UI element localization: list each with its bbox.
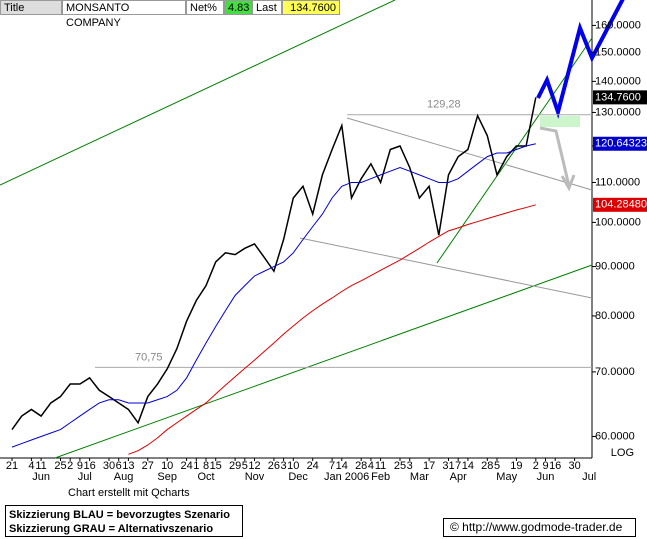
x-tick-label: 4 <box>28 460 34 472</box>
x-tick-label: 27 <box>142 460 154 472</box>
x-tick-label: 3 <box>407 460 413 472</box>
trend-line <box>54 264 593 459</box>
credit: Chart erstellt mit Qcharts <box>68 487 190 499</box>
trend-line <box>0 0 396 186</box>
gray-projection <box>539 126 571 187</box>
x-tick-label: 31 <box>442 460 454 472</box>
channel-line <box>299 237 593 299</box>
x-tick-label: 29 <box>229 460 241 472</box>
blue-projection <box>536 0 625 119</box>
x-tick-label: 12 <box>248 460 260 472</box>
x-tick-label: 16 <box>83 460 95 472</box>
last-value: 134.7600 <box>282 0 340 15</box>
legend-blue: Skizzierung BLAU = bevorzugtes Szenario <box>9 509 230 521</box>
level-label: 70,75 <box>135 351 163 363</box>
x-tick-label: 10 <box>161 460 173 472</box>
x-tick-label: 25 <box>394 460 406 472</box>
month-label: Jun <box>537 471 555 483</box>
y-tick-label: 70.0000 <box>595 366 635 378</box>
y-tick-label: 150.0000 <box>595 46 641 58</box>
y-tick-label: 60.0000 <box>595 430 635 442</box>
month-label: Mar <box>410 471 429 483</box>
x-tick-label: 26 <box>268 460 280 472</box>
month-label: Jul <box>582 471 596 483</box>
series-line <box>128 204 536 455</box>
x-tick-label: 5 <box>494 460 500 472</box>
x-tick-label: 2 <box>67 460 73 472</box>
x-tick-label: 14 <box>336 460 348 472</box>
series-line <box>11 143 536 448</box>
x-tick-label: 5 <box>242 460 248 472</box>
x-tick-label: 24 <box>180 460 192 472</box>
x-tick-label: 3 <box>281 460 287 472</box>
y-tick-label: 140.0000 <box>595 75 641 87</box>
x-tick-label: 6 <box>116 460 122 472</box>
x-tick-label: 30 <box>103 460 115 472</box>
x-tick-label: 13 <box>122 460 134 472</box>
last-value-box <box>593 197 647 212</box>
y-tick-label: 90.0000 <box>595 260 635 272</box>
x-tick-label: 30 <box>568 460 580 472</box>
month-label: Jul <box>78 471 92 483</box>
month-label: Jun <box>32 471 50 483</box>
month-label: Nov <box>245 471 265 483</box>
x-tick-label: 14 <box>462 460 474 472</box>
x-tick-label: 17 <box>423 460 435 472</box>
x-tick-label: 7 <box>455 460 461 472</box>
month-label: Oct <box>197 471 214 483</box>
month-label: Jan 2006 <box>324 471 369 483</box>
last-value-label: 120.64323 <box>595 138 647 150</box>
legend-box: Skizzierung BLAU = bevorzugtes Szenario … <box>5 505 243 537</box>
month-label: May <box>496 471 517 483</box>
x-tick-label: 19 <box>510 460 522 472</box>
month-label: Aug <box>114 471 134 483</box>
x-tick-label: 11 <box>35 460 46 472</box>
x-tick-label: 4 <box>368 460 374 472</box>
last-value-label: 104.28480 <box>595 199 647 211</box>
month-label: Dec <box>288 471 308 483</box>
x-tick-label: 8 <box>203 460 209 472</box>
x-tick-label: 10 <box>287 460 299 472</box>
y-tick-label: 100.0000 <box>595 216 641 228</box>
last-label: Last <box>252 0 282 15</box>
y-tick-label: 80.0000 <box>595 310 635 322</box>
y-tick-label: 160.0000 <box>595 19 641 31</box>
last-value-box <box>593 90 647 105</box>
series-line <box>11 97 537 431</box>
month-label: Apr <box>450 471 467 483</box>
x-tick-label: 15 <box>210 460 222 472</box>
y-tick-label: 130.0000 <box>595 106 641 118</box>
company: MONSANTO COMPANY <box>62 0 186 29</box>
gray-arrow <box>560 174 576 192</box>
axis-note: LOG <box>611 447 634 459</box>
level-label: 129,28 <box>427 99 461 111</box>
last-value-box <box>593 136 647 151</box>
net-value: 4.83 <box>224 0 252 15</box>
x-tick-label: 16 <box>549 460 561 472</box>
y-tick-label: 110.0000 <box>595 176 640 188</box>
x-tick-label: 28 <box>355 460 367 472</box>
target-zone <box>540 116 580 127</box>
x-tick-label: 2 <box>533 460 539 472</box>
month-label: Feb <box>371 471 390 483</box>
copyright: © http://www.godmode-trader.de <box>443 518 636 537</box>
x-tick-label: 21 <box>6 460 18 472</box>
x-tick-label: 7 <box>329 460 335 472</box>
net-label: Net% <box>186 0 224 15</box>
x-tick-label: 11 <box>375 460 386 472</box>
x-tick-label: 28 <box>481 460 493 472</box>
month-label: Sep <box>157 471 177 483</box>
x-tick-label: 25 <box>54 460 66 472</box>
last-value-label: 134.7600 <box>595 91 641 103</box>
legend-gray: Skizzierung GRAU = Alternativszenario <box>9 523 214 535</box>
x-tick-label: 9 <box>77 460 83 472</box>
x-tick-label: 1 <box>193 460 199 472</box>
x-tick-label: 24 <box>307 460 319 472</box>
x-tick-label: 9 <box>542 460 548 472</box>
channel-line <box>346 117 593 191</box>
title: Title <box>0 0 62 15</box>
